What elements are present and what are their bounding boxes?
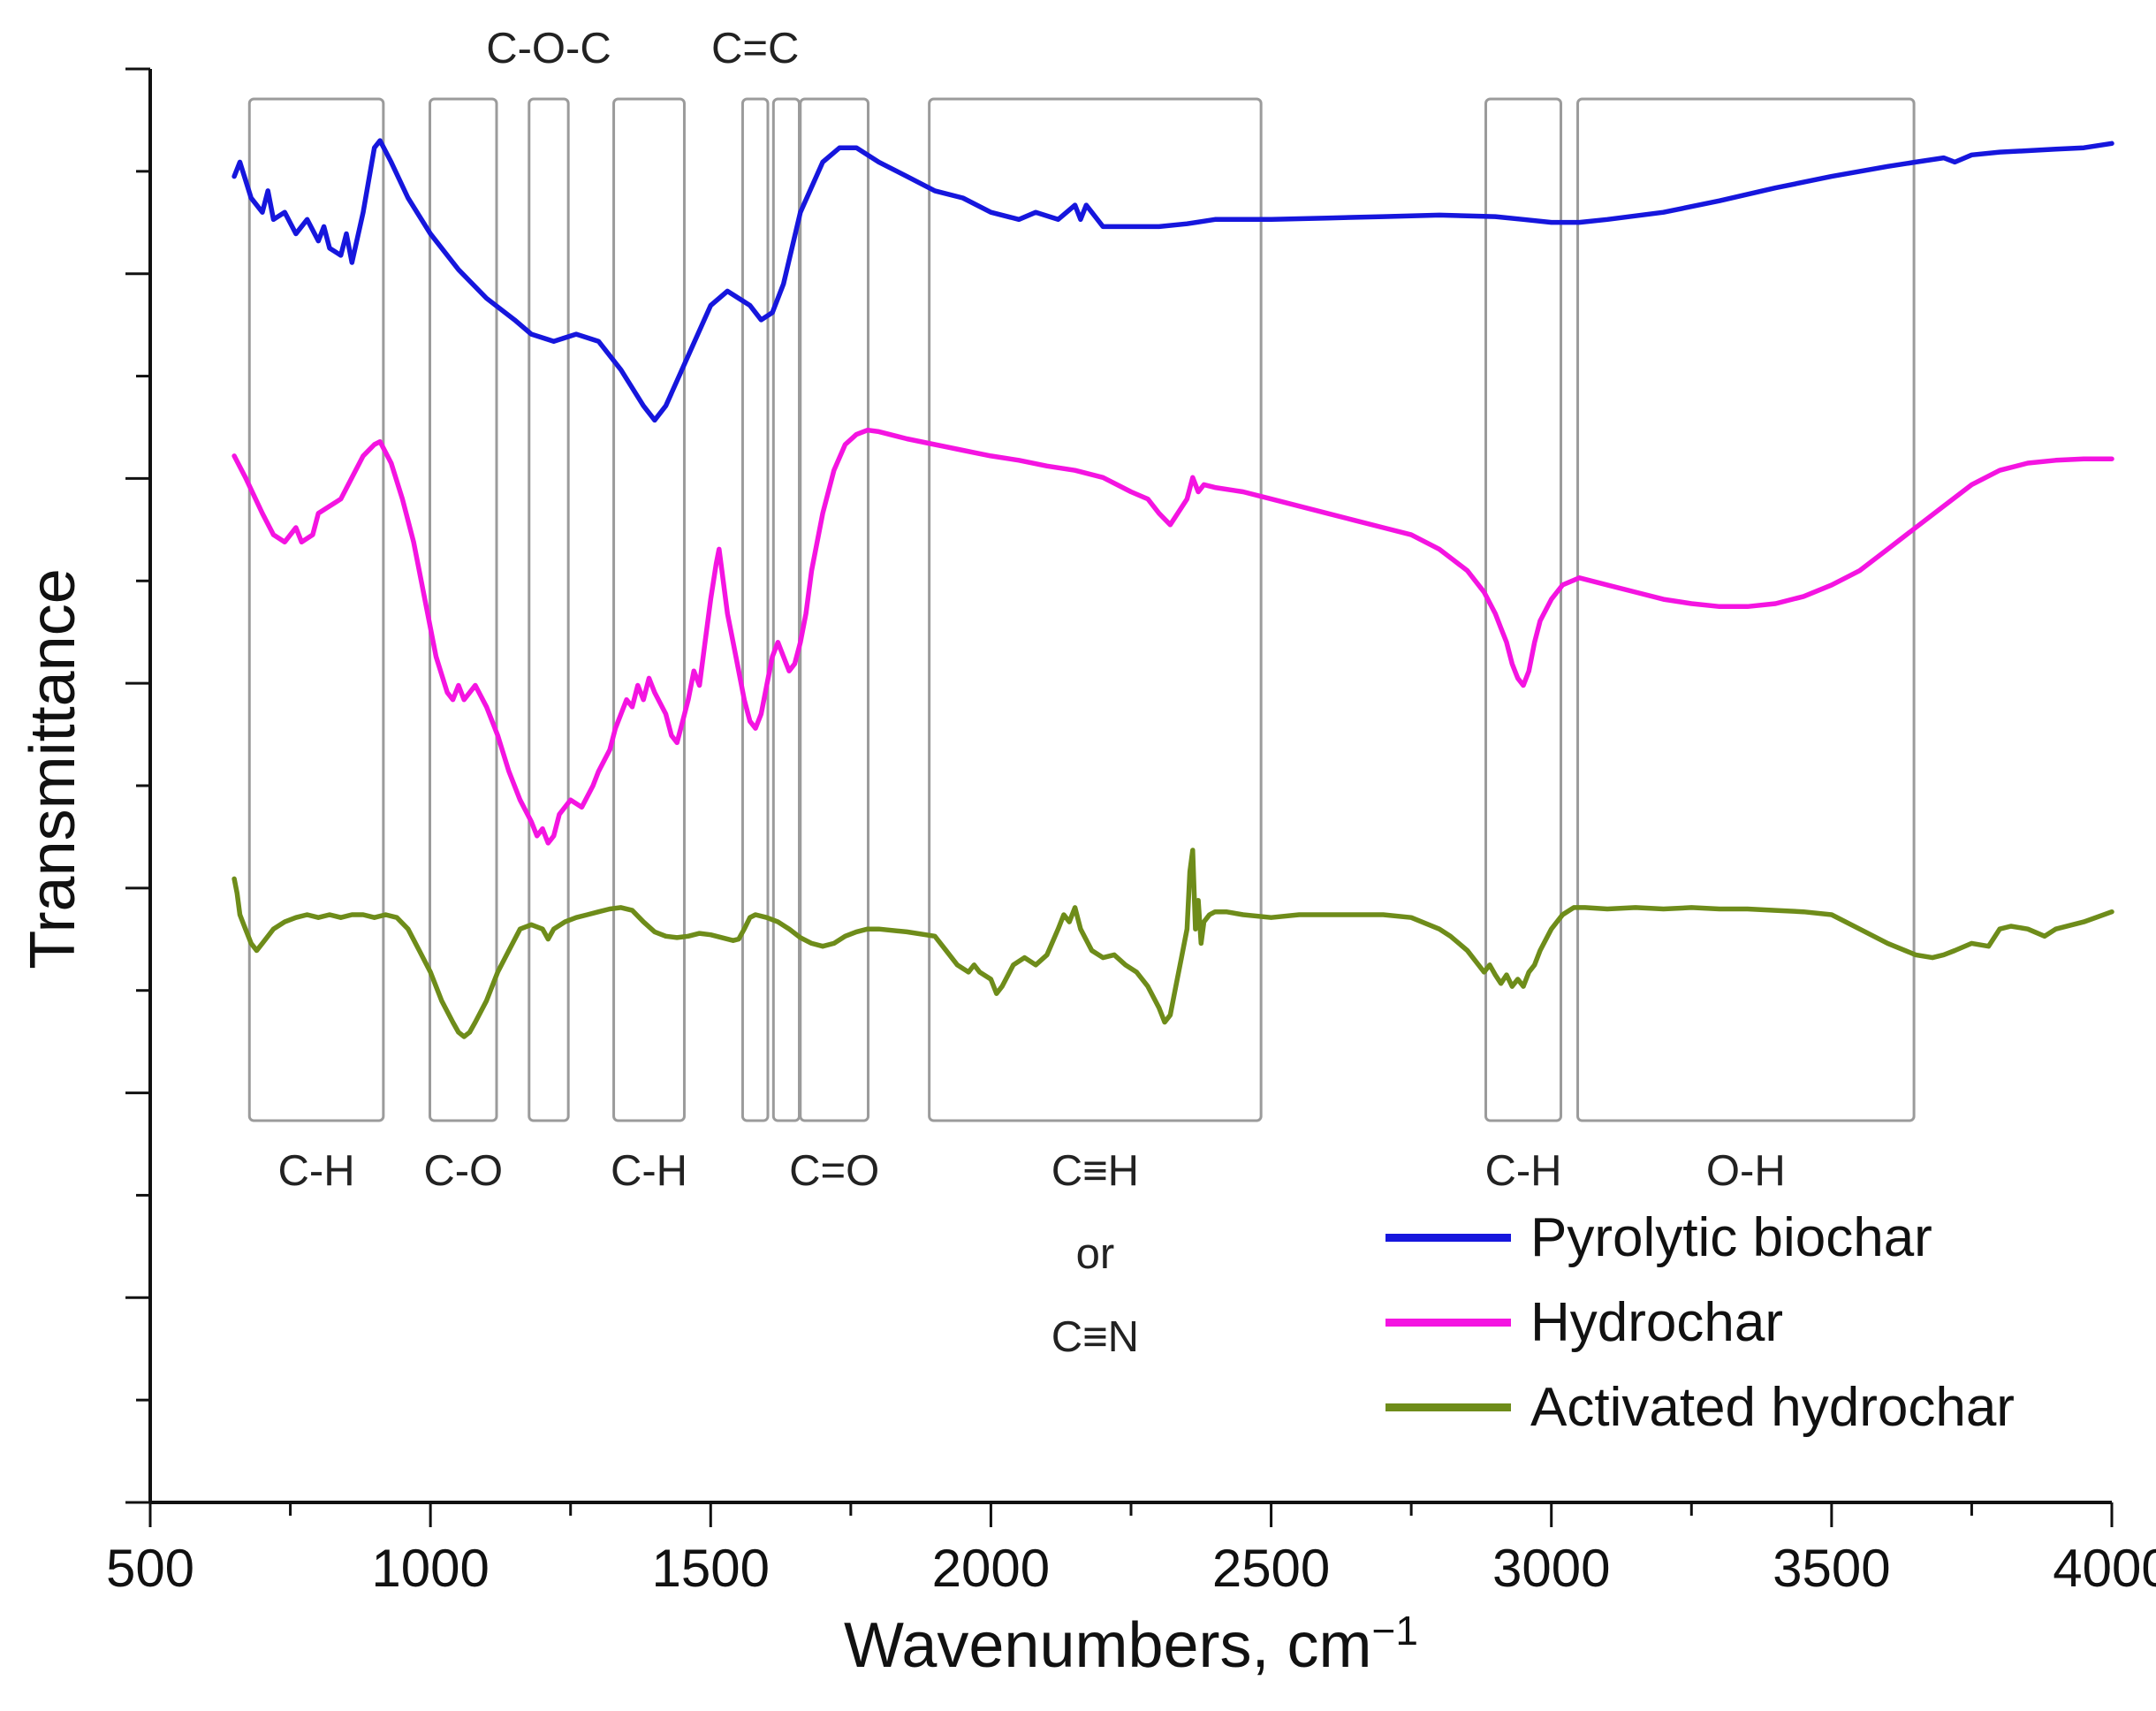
x-tick-label: 3500 (1773, 1539, 1891, 1598)
y-axis-title: Transmittance (18, 568, 88, 970)
region-label-line: C≡H (1051, 1147, 1140, 1195)
x-tick-label: 2000 (931, 1539, 1051, 1598)
region-label-c-o: C=O (789, 1147, 880, 1195)
x-axis-title-base: Wavenumbers, cm (844, 1610, 1372, 1681)
legend-item-pyrolytic-biochar: Pyrolytic biochar (1385, 1195, 2015, 1280)
region-box-o-h (1576, 97, 1916, 1122)
legend-label-activated-hydrochar: Activated hydrochar (1530, 1376, 2015, 1438)
region-box-c-o-c (528, 97, 570, 1122)
x-axis-title: Wavenumbers, cm−1 (844, 1607, 1418, 1682)
region-box-c-h (247, 97, 385, 1122)
region-label-c-c: C=C (711, 25, 800, 72)
region-label-c-h: C-H (1484, 1147, 1562, 1195)
region-label-c-h-or-c-n: C≡H or C≡N (1051, 1129, 1139, 1379)
region-box-c-o (799, 97, 870, 1122)
region-label-c-o-c: C-O-C (486, 25, 611, 72)
x-tick-label: 1500 (651, 1539, 771, 1598)
x-tick-label: 1000 (371, 1539, 490, 1598)
region-box-c-h (612, 97, 686, 1122)
x-tick-label: 500 (105, 1539, 195, 1598)
legend-label-pyrolytic-biochar: Pyrolytic biochar (1530, 1206, 1932, 1268)
legend-item-hydrochar: Hydrochar (1385, 1280, 2015, 1365)
region-label-line: or (1075, 1230, 1115, 1278)
region-label-o-h: O-H (1705, 1147, 1786, 1195)
legend-swatch-activated-hydrochar (1385, 1403, 1511, 1411)
legend-swatch-hydrochar (1385, 1318, 1511, 1327)
x-tick-label: 3000 (1492, 1539, 1611, 1598)
region-label-c-h: C-H (277, 1147, 355, 1195)
x-axis-title-superscript: −1 (1371, 1608, 1418, 1654)
legend-label-hydrochar: Hydrochar (1530, 1291, 1783, 1353)
region-label-c-h: C-H (610, 1147, 688, 1195)
region-label-c-o: C-O (423, 1147, 504, 1195)
legend-swatch-pyrolytic-biochar (1385, 1233, 1511, 1242)
x-tick-label: 2500 (1211, 1539, 1331, 1598)
series-line-pyrolytic-biochar (232, 138, 2114, 423)
region-box-c-c (740, 97, 770, 1122)
region-box-c-o (429, 97, 498, 1122)
region-box-c-h-or-c-n (928, 97, 1263, 1122)
series-line-activated-hydrochar (232, 848, 2114, 1039)
legend-item-activated-hydrochar: Activated hydrochar (1385, 1365, 2015, 1449)
legend: Pyrolytic biochar Hydrochar Activated hy… (1385, 1195, 2015, 1449)
region-label-line: C≡N (1051, 1313, 1140, 1361)
region-box-c-h (1484, 97, 1562, 1122)
series-line-hydrochar (232, 427, 2114, 846)
x-tick-label: 4000 (2053, 1539, 2156, 1598)
